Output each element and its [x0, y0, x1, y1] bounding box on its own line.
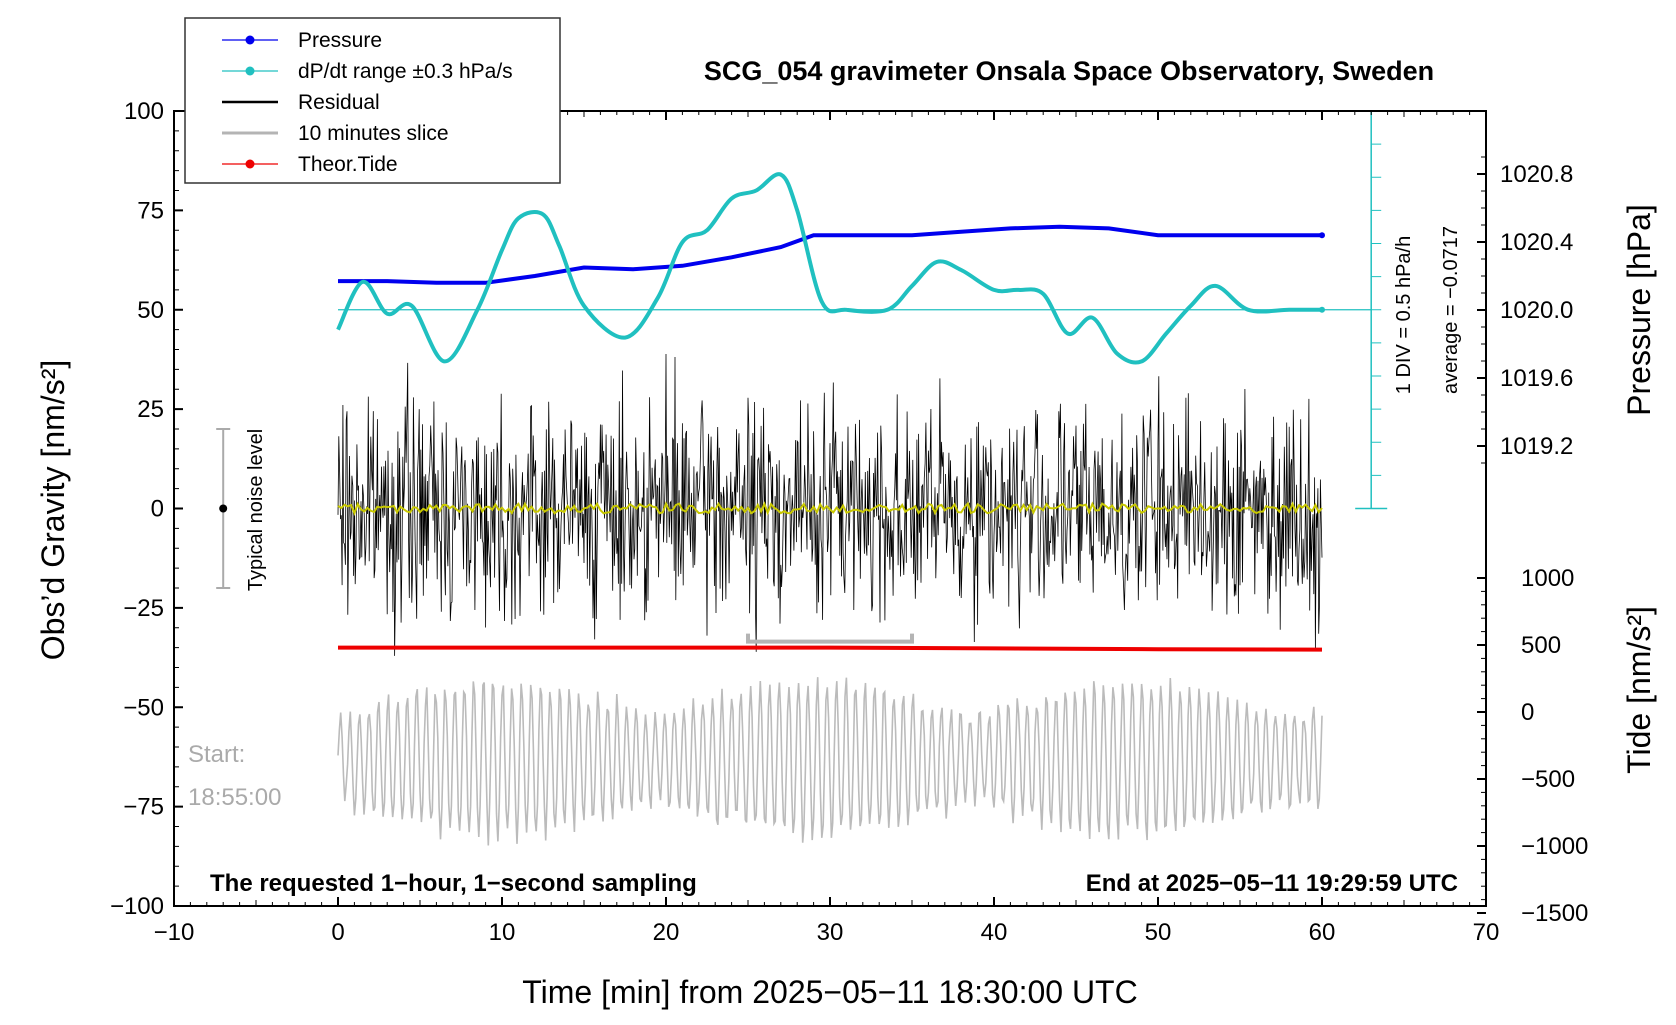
y-axis-label-left: Obs’d Gravity [nm/s²] [35, 360, 71, 661]
legend-label: dP/dt range ±0.3 hPa/s [298, 60, 513, 83]
pressure-tick-label: 1020.4 [1500, 229, 1573, 256]
x-tick-label: 60 [1309, 919, 1336, 946]
x-tick-label: 10 [489, 919, 516, 946]
div-label: 1 DIV = 0.5 hPa/h [1393, 236, 1415, 394]
y-tick-label: 75 [137, 197, 164, 224]
residual-line [337, 353, 1323, 656]
noise-bar-center [219, 504, 228, 513]
tide-line [337, 645, 1323, 652]
tide-tick-label: 0 [1521, 699, 1534, 726]
legend-label: Residual [298, 91, 380, 114]
pressure-tick-label: 1019.2 [1500, 433, 1573, 460]
pressure-end-point [1319, 232, 1325, 239]
y-tick-label: −75 [123, 794, 164, 821]
start-time: 18:55:00 [188, 784, 281, 811]
pressure-tick-label: 1020.8 [1500, 161, 1573, 188]
axes-layer: −10 0 10 20 30 40 50 60 70−100−75−50−25025507510… [110, 98, 1588, 946]
legend-label: Pressure [298, 29, 382, 52]
y-tick-label: 50 [137, 297, 164, 324]
y-tick-label: −25 [123, 595, 164, 622]
residual-smoothed-line [337, 501, 1323, 517]
x-tick-label: 30 [817, 919, 844, 946]
bottom-right-note: End at 2025−05−11 19:29:59 UTC [1086, 870, 1458, 897]
tide-tick-label: −1500 [1521, 900, 1588, 927]
average-label: average = −0.0717 [1440, 226, 1462, 394]
legend-swatch-marker [245, 66, 255, 76]
bottom-left-note: The requested 1−hour, 1−second sampling [210, 870, 697, 897]
y-tick-label: −100 [110, 893, 164, 920]
start-label: Start: [188, 741, 245, 768]
tide-tick-label: 1000 [1521, 565, 1574, 592]
legend-swatch-marker [245, 35, 255, 45]
y-tick-label: 100 [124, 98, 164, 125]
tide-tick-label: 500 [1521, 632, 1561, 659]
y-tick-label: 0 [151, 496, 164, 523]
tide-tick-label: −500 [1521, 766, 1575, 793]
slice-bracket [746, 633, 914, 644]
pressure-line [338, 224, 1322, 285]
pressure-tick-label: 1020.0 [1500, 297, 1573, 324]
chart-title: SCG_054 gravimeter Onsala Space Observat… [704, 56, 1434, 86]
x-tick-label: 40 [981, 919, 1008, 946]
pressure-tick-label: 1019.6 [1500, 365, 1573, 392]
legend-swatch-marker [245, 159, 255, 169]
pressure-axis-label: Pressure [hPa] [1621, 204, 1657, 416]
x-tick-label: 0 [331, 919, 344, 946]
legend-label: 10 minutes slice [298, 122, 449, 145]
dpdt-end-point [1319, 306, 1325, 313]
legend-box [184, 17, 561, 184]
x-tick-label: 20 [653, 919, 680, 946]
y-tick-label: −50 [123, 694, 164, 721]
tide-axis-label: Tide [nm/s²] [1621, 606, 1657, 774]
slice-waveform [337, 677, 1323, 846]
y-tick-label: 25 [137, 396, 164, 423]
legend-label: Theor.Tide [298, 153, 398, 176]
dpdt-line [336, 172, 1322, 365]
noise-label: Typical noise level [245, 429, 267, 591]
series-layer [216, 110, 1388, 846]
tide-tick-label: −1000 [1521, 833, 1588, 860]
x-tick-label: −10 [154, 919, 195, 946]
x-tick-label: 70 [1473, 919, 1500, 946]
legend: Pressure dP/dt range ±0.3 hPa/s Residual 10… [184, 17, 561, 184]
x-tick-label: 50 [1145, 919, 1172, 946]
x-axis-label: Time [min] from 2025−05−11 18:30:00 UTC [522, 974, 1137, 1010]
